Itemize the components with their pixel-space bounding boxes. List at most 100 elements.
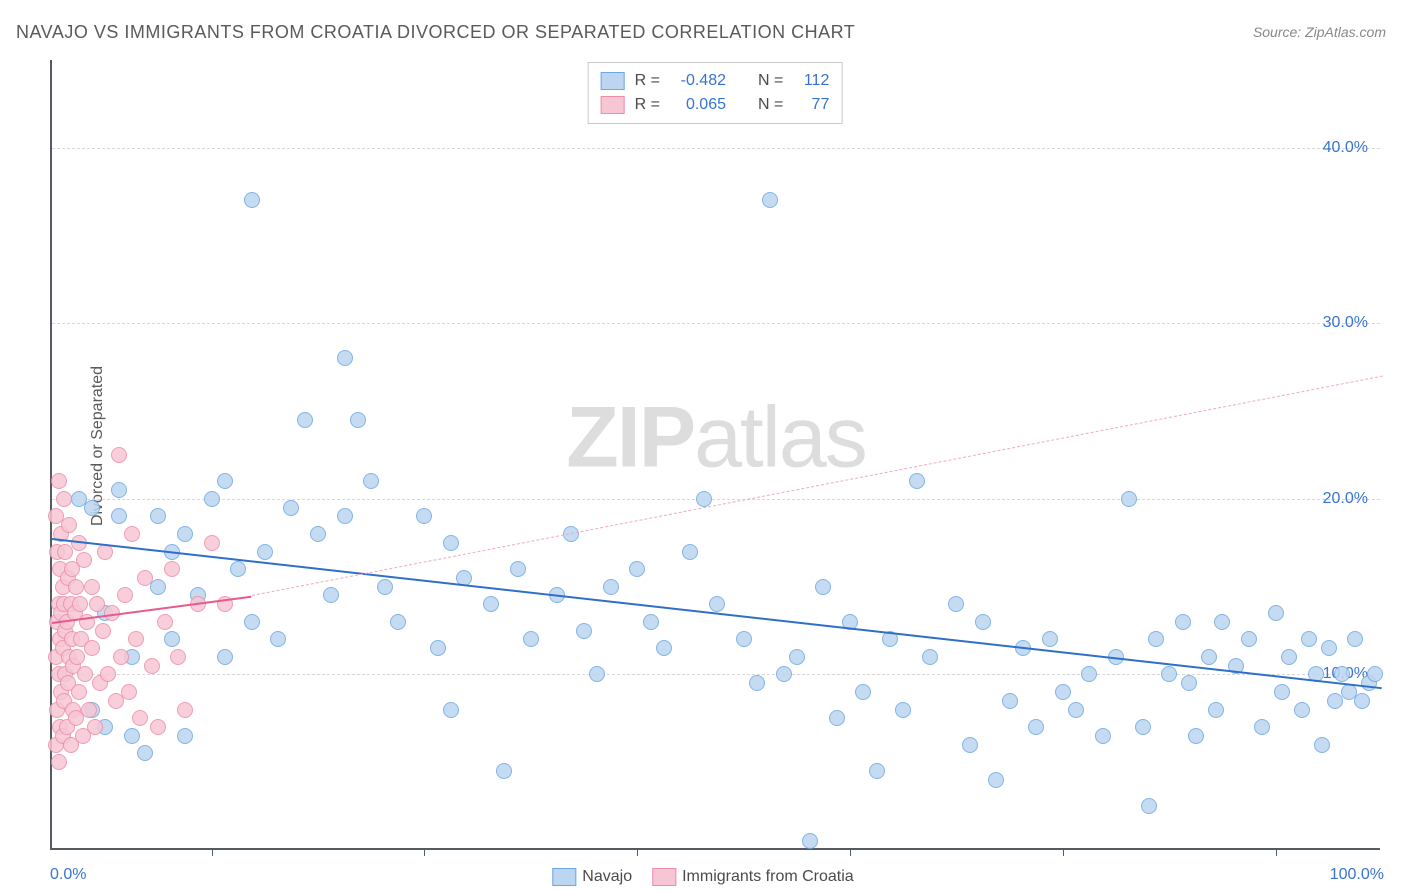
data-point	[51, 473, 67, 489]
legend-item: Navajo	[552, 868, 632, 886]
data-point	[1181, 675, 1197, 691]
x-tick	[1063, 848, 1064, 856]
data-point	[922, 649, 938, 665]
x-tick	[637, 848, 638, 856]
data-point	[61, 517, 77, 533]
data-point	[177, 728, 193, 744]
data-point	[217, 473, 233, 489]
data-point	[337, 508, 353, 524]
y-tick-label: 40.0%	[1323, 139, 1368, 157]
data-point	[84, 640, 100, 656]
data-point	[1068, 702, 1084, 718]
data-point	[350, 412, 366, 428]
data-point	[443, 535, 459, 551]
data-point	[895, 702, 911, 718]
data-point	[87, 719, 103, 735]
data-point	[1241, 631, 1257, 647]
data-point	[643, 614, 659, 630]
data-point	[77, 666, 93, 682]
data-point	[177, 702, 193, 718]
x-axis-min-label: 0.0%	[50, 866, 86, 884]
legend-label: Immigrants from Croatia	[682, 868, 854, 885]
data-point	[1028, 719, 1044, 735]
data-point	[244, 614, 260, 630]
data-point	[390, 614, 406, 630]
gridline	[52, 323, 1380, 324]
data-point	[776, 666, 792, 682]
legend-stats-row: R =0.065N =77	[601, 93, 830, 117]
legend-n-label: N =	[758, 69, 783, 93]
data-point	[1208, 702, 1224, 718]
data-point	[363, 473, 379, 489]
data-point	[510, 561, 526, 577]
data-point	[128, 631, 144, 647]
data-point	[84, 579, 100, 595]
data-point	[244, 192, 260, 208]
data-point	[150, 719, 166, 735]
data-point	[749, 675, 765, 691]
data-point	[629, 561, 645, 577]
data-point	[1294, 702, 1310, 718]
legend-stats-box: R =-0.482N =112R =0.065N =77	[588, 62, 843, 124]
data-point	[682, 544, 698, 560]
data-point	[430, 640, 446, 656]
legend-r-label: R =	[635, 69, 660, 93]
data-point	[975, 614, 991, 630]
plot-canvas: ZIPatlas 10.0%20.0%30.0%40.0%	[50, 60, 1380, 850]
data-point	[1321, 640, 1337, 656]
data-point	[310, 526, 326, 542]
data-point	[736, 631, 752, 647]
data-point	[124, 728, 140, 744]
data-point	[81, 702, 97, 718]
data-point	[603, 579, 619, 595]
data-point	[1055, 684, 1071, 700]
data-point	[696, 491, 712, 507]
data-point	[113, 649, 129, 665]
data-point	[164, 631, 180, 647]
data-point	[1301, 631, 1317, 647]
x-axis-max-label: 100.0%	[1330, 866, 1384, 884]
data-point	[988, 772, 1004, 788]
data-point	[962, 737, 978, 753]
data-point	[164, 561, 180, 577]
data-point	[132, 710, 148, 726]
data-point	[76, 552, 92, 568]
data-point	[1095, 728, 1111, 744]
data-point	[137, 745, 153, 761]
legend-swatch	[601, 96, 625, 114]
data-point	[257, 544, 273, 560]
data-point	[1148, 631, 1164, 647]
data-point	[1121, 491, 1137, 507]
data-point	[1002, 693, 1018, 709]
data-point	[589, 666, 605, 682]
data-point	[1274, 684, 1290, 700]
data-point	[150, 508, 166, 524]
y-tick-label: 30.0%	[1323, 314, 1368, 332]
legend-item: Immigrants from Croatia	[652, 868, 854, 886]
legend-n-value: 77	[793, 93, 829, 117]
data-point	[111, 482, 127, 498]
data-point	[337, 350, 353, 366]
source-attribution: Source: ZipAtlas.com	[1253, 24, 1386, 40]
data-point	[1188, 728, 1204, 744]
data-point	[157, 614, 173, 630]
data-point	[909, 473, 925, 489]
data-point	[1141, 798, 1157, 814]
legend-bottom: Navajo Immigrants from Croatia	[552, 868, 853, 886]
data-point	[124, 526, 140, 542]
data-point	[217, 649, 233, 665]
data-point	[89, 596, 105, 612]
legend-swatch	[552, 868, 576, 886]
data-point	[72, 596, 88, 612]
data-point	[855, 684, 871, 700]
x-tick	[212, 848, 213, 856]
watermark-zip: ZIP	[566, 390, 694, 486]
data-point	[1347, 631, 1363, 647]
data-point	[762, 192, 778, 208]
legend-swatch	[601, 72, 625, 90]
data-point	[323, 587, 339, 603]
data-point	[1334, 666, 1350, 682]
data-point	[51, 754, 67, 770]
data-point	[56, 491, 72, 507]
gridline	[52, 499, 1380, 500]
